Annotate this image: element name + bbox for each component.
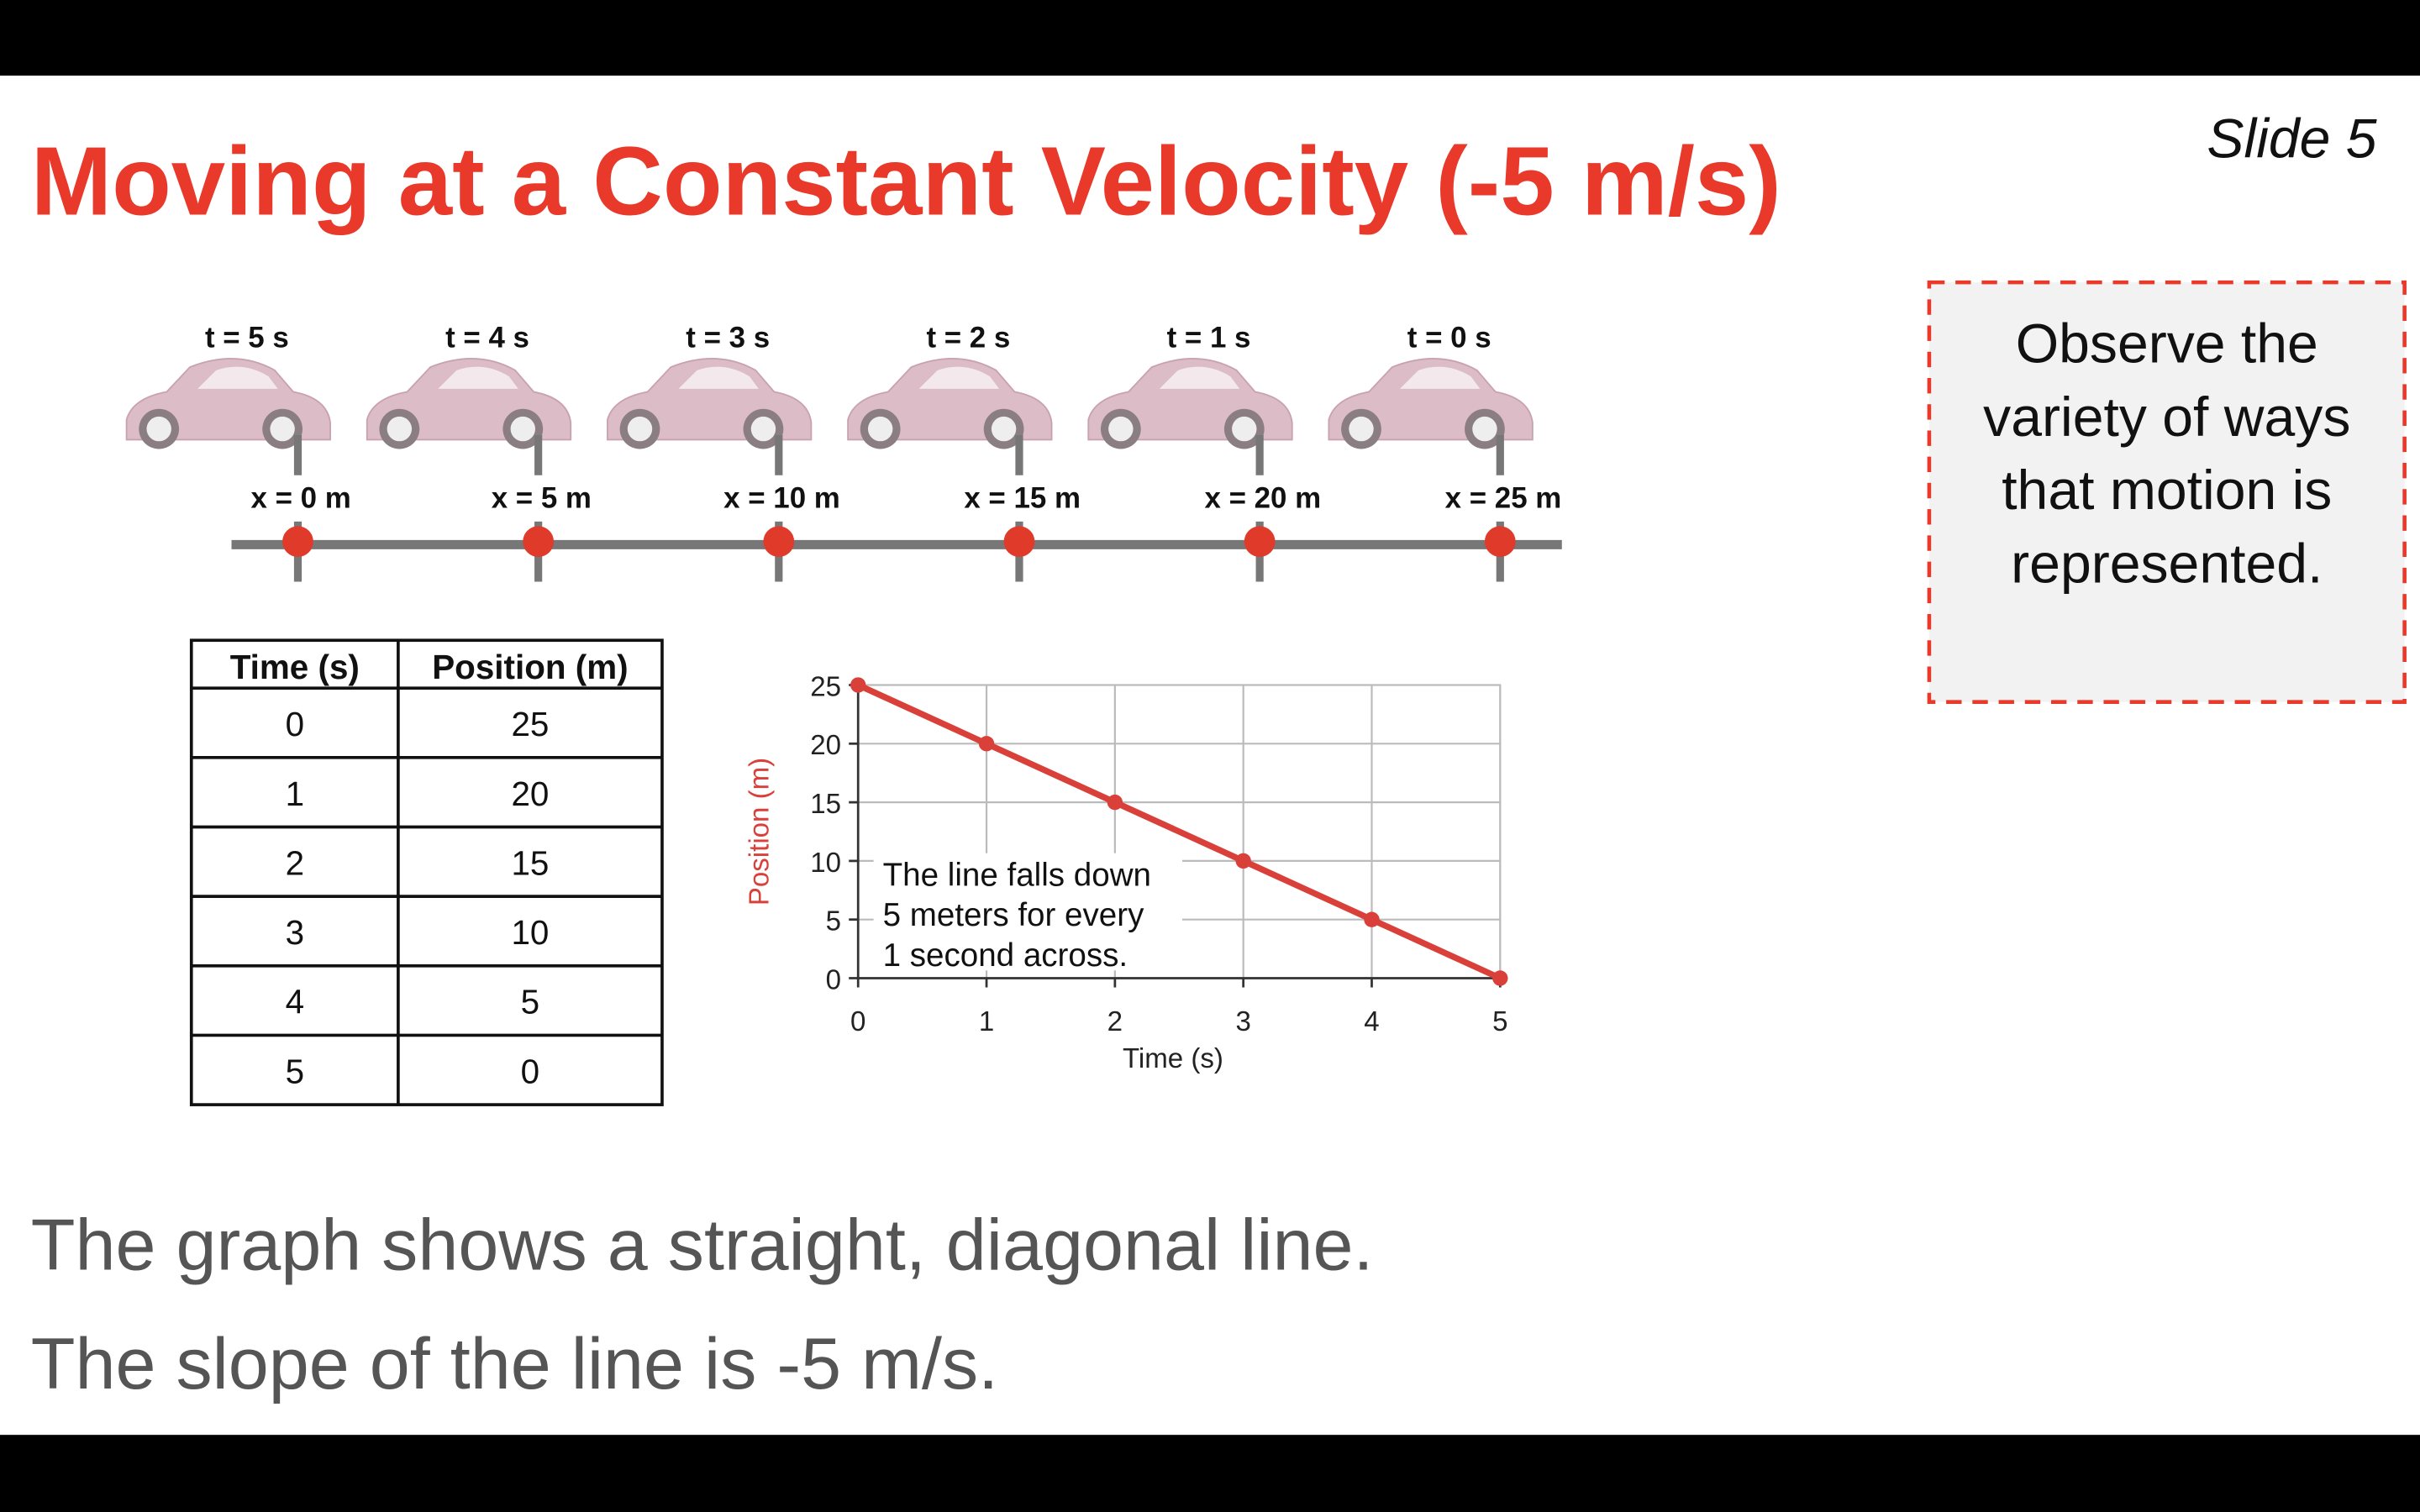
annotation: The line falls down (883, 857, 1151, 893)
annotation-bg (873, 853, 1182, 971)
x-tick-label: 4 (1364, 1006, 1379, 1037)
y-tick-label: 15 (810, 789, 841, 820)
car (366, 358, 572, 449)
data-point (1492, 970, 1508, 986)
data-point (1235, 853, 1251, 869)
car-window (197, 366, 278, 389)
table-cell: 1 (286, 774, 304, 813)
table-cell: 15 (511, 843, 549, 882)
hub (1232, 416, 1257, 442)
time-label: t = 2 s (926, 321, 1010, 354)
y-tick-label: 20 (810, 730, 841, 761)
table-cell: 10 (511, 913, 549, 952)
hub (1108, 416, 1134, 442)
car-window (438, 366, 518, 389)
table-header: Time (s) (230, 648, 360, 686)
annotation: 5 meters for every (883, 897, 1144, 933)
data-point (1107, 794, 1123, 811)
hub (867, 416, 893, 442)
hub (270, 416, 295, 442)
table-cell: 4 (286, 983, 304, 1021)
car (607, 358, 813, 449)
data-point (850, 677, 866, 693)
y-axis-label: Position (m) (744, 758, 776, 906)
y-tick-label: 10 (810, 848, 841, 879)
body-text: The slope of the line is -5 m/s. (31, 1324, 998, 1404)
position-dot (1244, 526, 1276, 558)
note-text: Observe the (2016, 313, 2318, 375)
car (125, 358, 331, 449)
data-line (856, 682, 1502, 981)
time-label: t = 1 s (1167, 321, 1251, 354)
x-tick-label: 5 (1492, 1006, 1507, 1037)
position-label: x = 25 m (1445, 481, 1562, 514)
car (1087, 358, 1293, 449)
table-header: Position (m) (432, 648, 628, 686)
table-cell: 0 (286, 705, 304, 743)
note-text: that motion is (2002, 459, 2332, 522)
x-tick-label: 3 (1235, 1006, 1250, 1037)
position-dot (763, 526, 795, 558)
table-cell: 25 (511, 705, 549, 743)
x-axis-label: Time (s) (1123, 1043, 1223, 1074)
position-dot (1003, 526, 1035, 558)
y-tick-label: 5 (826, 906, 841, 937)
note-text: represented. (2011, 533, 2323, 595)
y-tick-label: 0 (826, 964, 841, 995)
hub (510, 416, 535, 442)
position-dot (282, 526, 313, 558)
position-label: x = 20 m (1204, 481, 1321, 514)
table-cell: 5 (521, 983, 539, 1021)
title: Moving at a Constant Velocity (-5 m/s) (31, 126, 1781, 235)
table-cell: 3 (286, 913, 304, 952)
y-tick-label: 25 (810, 671, 841, 702)
time-label: t = 3 s (686, 321, 770, 354)
hub (750, 416, 776, 442)
note-box (1927, 280, 2407, 705)
x-tick-label: 1 (979, 1006, 994, 1037)
x-tick-label: 0 (850, 1006, 865, 1037)
car-window (1159, 366, 1240, 389)
table-border (189, 638, 664, 1106)
table-cell: 0 (521, 1052, 539, 1090)
table-cell: 20 (511, 774, 549, 813)
body-text: The graph shows a straight, diagonal lin… (31, 1205, 1374, 1286)
position-label: x = 5 m (492, 481, 592, 514)
car-window (678, 366, 759, 389)
position-dot (1484, 526, 1516, 558)
hub (991, 416, 1017, 442)
slide-label: Slide 5 (2207, 108, 2376, 170)
time-label: t = 0 s (1407, 321, 1491, 354)
hub (387, 416, 413, 442)
data-point (978, 736, 995, 752)
position-dot (523, 526, 555, 558)
car-window (918, 366, 1000, 389)
position-label: x = 15 m (964, 481, 1081, 514)
data-point (1364, 911, 1380, 927)
car (1328, 358, 1534, 449)
x-tick-label: 2 (1107, 1006, 1123, 1037)
position-label: x = 10 m (723, 481, 840, 514)
hub (146, 416, 171, 442)
time-label: t = 4 s (445, 321, 529, 354)
car (847, 358, 1053, 449)
hub (1472, 416, 1497, 442)
hub (627, 416, 653, 442)
annotation: 1 second across. (883, 937, 1128, 974)
hub (1349, 416, 1374, 442)
time-label: t = 5 s (205, 321, 289, 354)
table-cell: 5 (286, 1052, 304, 1090)
note-text: variety of ways (1983, 386, 2350, 449)
car-window (1399, 366, 1481, 389)
position-label: x = 0 m (251, 481, 351, 514)
table-cell: 2 (286, 843, 304, 882)
